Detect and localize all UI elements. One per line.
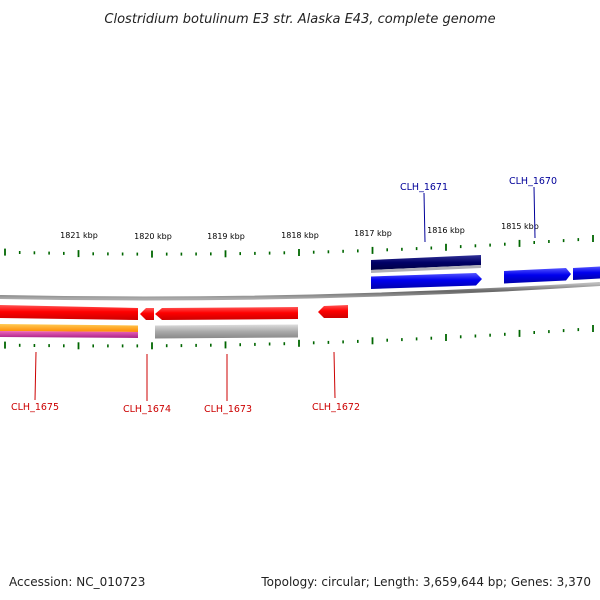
accession-text: Accession: NC_010723 <box>9 575 145 589</box>
scale-label: 1818 kbp <box>281 231 319 240</box>
gene-label-CLH_1673[interactable]: CLH_1673 <box>204 404 252 415</box>
gray-track <box>155 324 298 339</box>
gene-label-CLH_1675[interactable]: CLH_1675 <box>11 402 59 413</box>
scale-label: 1820 kbp <box>134 232 172 241</box>
leader-line <box>34 351 37 401</box>
gene-CLH_1675-arrow[interactable] <box>0 305 138 320</box>
scale-label: 1819 kbp <box>207 232 245 241</box>
genome-summary-text: Topology: circular; Length: 3,659,644 bp… <box>260 575 591 589</box>
inner-tick-ring <box>4 325 594 350</box>
gene-CLH_1670-arrow[interactable] <box>504 268 571 284</box>
magenta-track <box>0 331 138 338</box>
leader-line <box>333 351 336 399</box>
navy-track-shadow <box>371 265 481 273</box>
gene-label-CLH_1672[interactable]: CLH_1672 <box>312 402 360 413</box>
scale-label: 1816 kbp <box>427 226 465 235</box>
orange-track <box>0 324 138 332</box>
gene-CLH_1674-arrow[interactable] <box>140 308 154 320</box>
scale-label: 1815 kbp <box>501 222 539 231</box>
gene-label-CLH_1670[interactable]: CLH_1670 <box>509 176 557 187</box>
scale-label: 1817 kbp <box>354 229 392 238</box>
gene-CLH_1669-arrow[interactable] <box>573 266 600 281</box>
genome-backbone <box>0 282 600 301</box>
outer-tick-ring <box>4 235 594 258</box>
leader-line <box>533 186 536 239</box>
gene-CLH_1673-arrow[interactable] <box>155 307 298 320</box>
gene-label-CLH_1674[interactable]: CLH_1674 <box>123 404 171 415</box>
scale-label: 1821 kbp <box>60 231 98 240</box>
gene-labels: CLH_1671 CLH_1670 CLH_1675 CLH_1674 CLH_… <box>11 176 557 415</box>
gene-CLH_1672-arrow[interactable] <box>318 305 348 318</box>
gene-label-CLH_1671[interactable]: CLH_1671 <box>400 182 448 193</box>
scale-labels: 1821 kbp 1820 kbp 1819 kbp 1818 kbp 1817… <box>60 222 539 241</box>
gene-CLH_1671-arrow[interactable] <box>371 273 482 289</box>
leader-line <box>423 192 426 243</box>
map-title: Clostridium botulinum E3 str. Alaska E43… <box>104 12 495 27</box>
